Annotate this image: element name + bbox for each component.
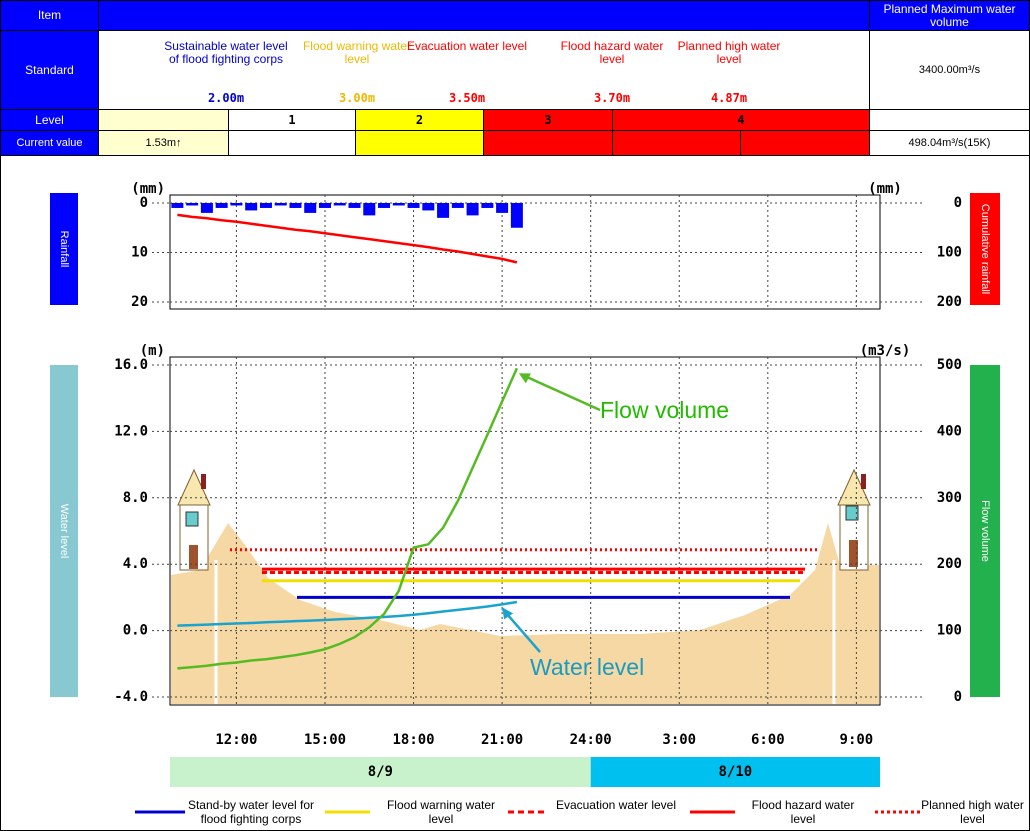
- y-tick-label: 10: [131, 245, 148, 261]
- bar: [230, 203, 242, 205]
- bar: [201, 203, 213, 213]
- bar: [467, 203, 479, 215]
- y-tick-label: 0.0: [123, 623, 148, 639]
- y2-tick-label: 0: [954, 689, 962, 705]
- bar: [363, 203, 375, 215]
- side-label: Flow volume: [979, 500, 991, 562]
- y2-tick-label: 200: [937, 294, 962, 310]
- y-tick-label: 16.0: [114, 357, 148, 373]
- bar: [216, 203, 228, 208]
- date-label: 8/9: [368, 764, 393, 780]
- y-tick-label: 0: [140, 195, 148, 211]
- bar: [378, 203, 390, 208]
- bar: [260, 203, 272, 208]
- y2-axis-unit: (mm): [868, 181, 902, 197]
- x-tick-label: 9:00: [840, 732, 874, 748]
- y-tick-label: -4.0: [114, 689, 148, 705]
- y-tick-label: 12.0: [114, 423, 148, 439]
- x-tick-label: 24:00: [570, 732, 612, 748]
- y2-tick-label: 500: [937, 357, 962, 373]
- y2-tick-label: 300: [937, 490, 962, 506]
- side-label: Water level: [58, 504, 70, 559]
- x-tick-label: 12:00: [215, 732, 257, 748]
- legend-text: Planned high water level: [920, 798, 1025, 826]
- chart: 010200100200(mm)(mm)RainfallCumulative r…: [0, 0, 1030, 831]
- bar: [275, 203, 287, 205]
- bar: [452, 203, 464, 208]
- bar: [437, 203, 449, 218]
- bar: [186, 203, 198, 205]
- bar: [408, 203, 420, 208]
- y-tick-label: 4.0: [123, 556, 148, 572]
- y2-tick-label: 100: [937, 623, 962, 639]
- page: Item Planned Maximum water volume Standa…: [0, 0, 1030, 831]
- legend-text: Evacuation water level: [551, 798, 681, 812]
- y2-tick-label: 200: [937, 556, 962, 572]
- bar: [334, 203, 346, 205]
- bar: [245, 203, 257, 210]
- y-axis-unit: (m): [140, 343, 165, 359]
- y2-tick-label: 400: [937, 423, 962, 439]
- y-tick-label: 20: [131, 294, 148, 310]
- x-tick-label: 3:00: [662, 732, 696, 748]
- annotation: Water level: [530, 654, 644, 680]
- bar: [289, 203, 301, 208]
- y2-tick-label: 100: [937, 245, 962, 261]
- x-tick-label: 18:00: [392, 732, 434, 748]
- side-label: Cumulative rainfall: [979, 204, 991, 294]
- x-tick-label: 6:00: [751, 732, 785, 748]
- legend-text: Flood warning water level: [376, 798, 506, 826]
- y2-axis-unit: (m3/s): [860, 343, 911, 359]
- bar: [393, 203, 405, 205]
- bar: [171, 203, 183, 208]
- side-label: Rainfall: [58, 231, 70, 268]
- bar: [319, 203, 331, 208]
- bar: [481, 203, 493, 208]
- bar: [511, 203, 523, 228]
- y-axis-unit: (mm): [131, 181, 165, 197]
- date-label: 8/10: [718, 764, 752, 780]
- y-tick-label: 8.0: [123, 490, 148, 506]
- x-tick-label: 21:00: [481, 732, 523, 748]
- bar: [349, 203, 361, 208]
- bar: [422, 203, 434, 210]
- legend-text: Stand-by water level for flood fighting …: [186, 798, 316, 826]
- annotation: Flow volume: [600, 397, 729, 423]
- x-tick-label: 15:00: [304, 732, 346, 748]
- y2-tick-label: 0: [954, 195, 962, 211]
- bar: [304, 203, 316, 213]
- legend-text: Flood hazard water level: [738, 798, 868, 826]
- bar: [496, 203, 508, 213]
